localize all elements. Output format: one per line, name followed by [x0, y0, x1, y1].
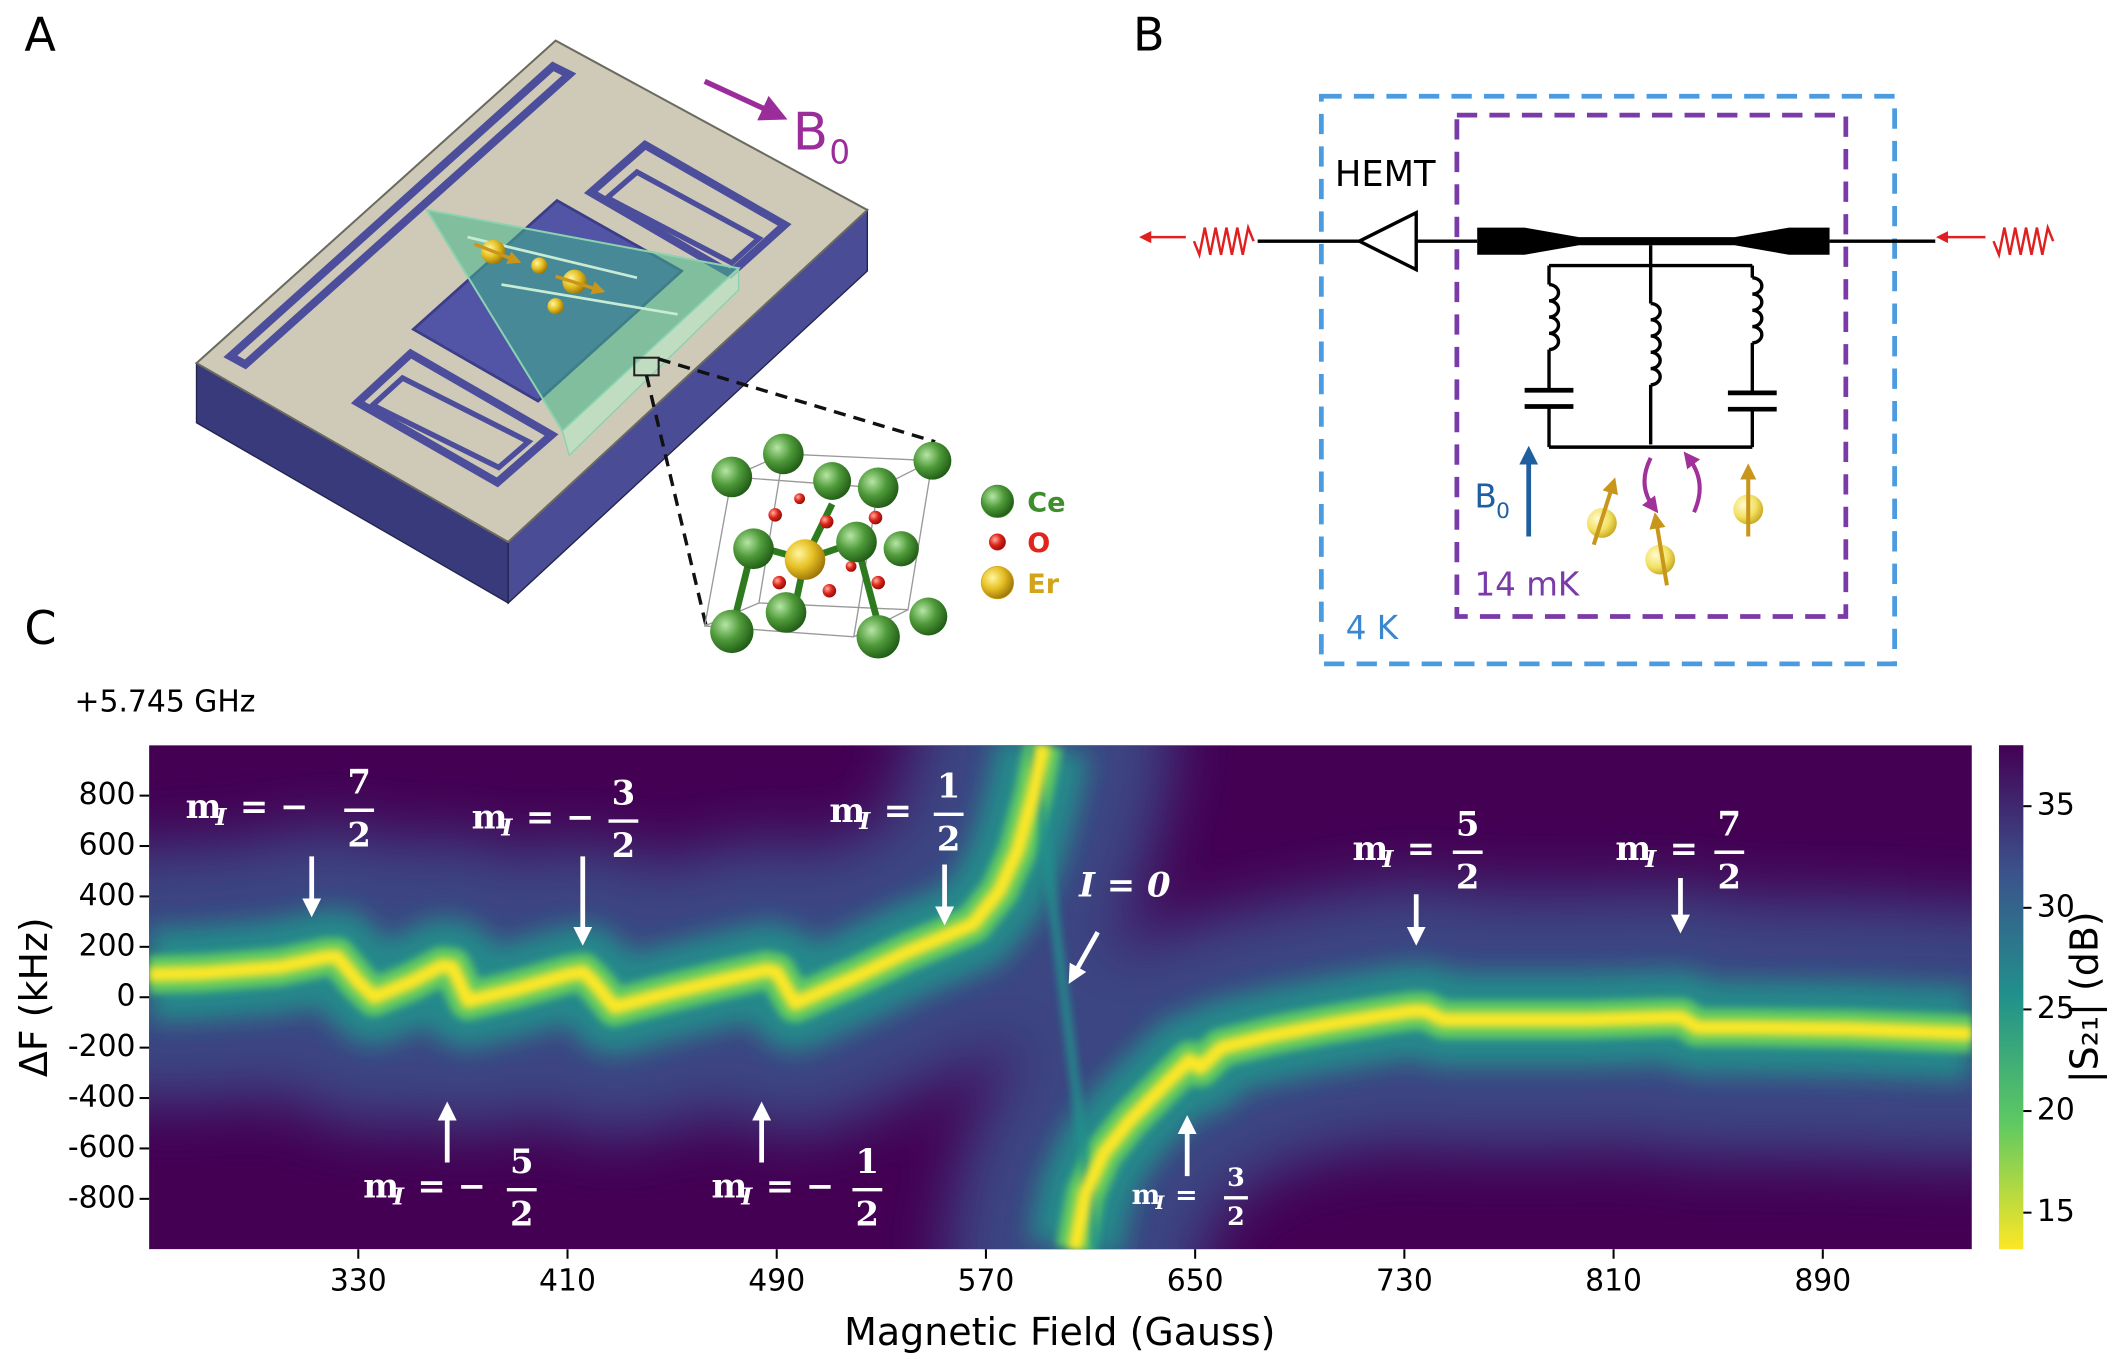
annotation-subscript: I — [1381, 845, 1394, 873]
annotation-numerator: 7 — [1717, 804, 1741, 844]
y-tick-label: -800 — [68, 1180, 136, 1215]
heatmap — [149, 745, 1972, 1250]
annotation-numerator: 1 — [856, 1141, 880, 1181]
annotation-numerator: 3 — [1227, 1162, 1245, 1192]
legend-swatch — [980, 566, 1015, 600]
x-tick-label: 330 — [330, 1263, 387, 1298]
annotation-subscript: I — [858, 807, 871, 835]
y-tick-label: 800 — [79, 777, 136, 812]
annotation-subscript: I — [1154, 1192, 1165, 1214]
annotation-relation: = − — [766, 1165, 835, 1205]
amplifier-label: HEMT — [1335, 154, 1436, 195]
annotation-symbol: m — [1353, 828, 1389, 868]
annotation-symbol: m — [1615, 828, 1651, 868]
x-tick-label: 570 — [957, 1263, 1014, 1298]
annotation-symbol: m — [363, 1165, 399, 1205]
branch-faint — [1028, 745, 1101, 1250]
annotation-denominator: 2 — [1456, 856, 1480, 896]
y-tick-label: -200 — [68, 1029, 136, 1064]
field-label-sub: 0 — [1496, 499, 1510, 524]
field-label: B — [793, 102, 828, 162]
legend-label: O — [1027, 528, 1050, 559]
annotation-symbol: m — [711, 1165, 747, 1205]
offset-label: +5.745 GHz — [75, 685, 256, 720]
resonance-line — [149, 745, 1972, 1250]
annotation-denominator: 2 — [937, 818, 961, 858]
annotation-denominator: 2 — [1717, 856, 1741, 896]
annotation-relation: = — [1407, 828, 1435, 868]
annotation-denominator: 2 — [510, 1194, 534, 1234]
crossing-label: I = 0 — [1078, 864, 1171, 904]
annotation-subscript: I — [392, 1182, 405, 1210]
y-tick-label: 200 — [79, 928, 136, 963]
annotation-subscript: I — [500, 814, 513, 842]
colorbar-tick-label: 20 — [2037, 1093, 2075, 1128]
colorbar-tick-label: 35 — [2037, 788, 2075, 823]
axes: 330 410 490 570 650 730 810 890-800-600-400-200… — [68, 745, 2075, 1298]
y-tick-label: -400 — [68, 1080, 136, 1115]
y-tick-label: 400 — [79, 878, 136, 913]
panel-label: B — [1133, 7, 1165, 61]
annotation-symbol: m — [1132, 1180, 1161, 1211]
annotation-denominator: 2 — [1227, 1201, 1245, 1231]
annotation-numerator: 3 — [612, 772, 636, 812]
annotation-denominator: 2 — [612, 825, 636, 865]
x-tick-label: 730 — [1376, 1263, 1433, 1298]
x-tick-label: 650 — [1167, 1263, 1224, 1298]
field-label-sub: 0 — [829, 133, 850, 171]
panel-label: C — [24, 601, 56, 655]
annotation-subscript: I — [740, 1182, 753, 1210]
colorbar-tick-label: 25 — [2037, 991, 2075, 1026]
annotation-denominator: 2 — [856, 1194, 880, 1234]
annotation-numerator: 7 — [347, 762, 371, 802]
annotation-denominator: 2 — [347, 814, 371, 854]
annotation-symbol: m — [186, 786, 222, 826]
annotation-numerator: 1 — [937, 766, 961, 806]
crossing-arrow — [1068, 931, 1100, 984]
annotation-relation: = − — [526, 797, 595, 837]
legend-swatch — [988, 533, 1006, 551]
circuit-diagram — [1139, 93, 2055, 667]
y-axis-label: ΔF (kHz) — [12, 917, 56, 1077]
field-label: B — [1474, 478, 1496, 516]
y-tick-label: 0 — [117, 979, 136, 1014]
annotation-relation: = — [1175, 1180, 1198, 1211]
outer-temperature: 4 K — [1346, 609, 1399, 647]
annotation-symbol: m — [829, 790, 865, 830]
annotation-relation: = — [1670, 828, 1698, 868]
annotation-numerator: 5 — [510, 1141, 534, 1181]
x-tick-label: 410 — [539, 1263, 596, 1298]
y-tick-label: 600 — [79, 828, 136, 863]
x-tick-label: 810 — [1585, 1263, 1642, 1298]
annotation-numerator: 5 — [1456, 804, 1480, 844]
colorbar — [1998, 745, 2024, 1250]
x-tick-label: 890 — [1794, 1263, 1851, 1298]
device-illustration — [194, 39, 936, 632]
annotation-relation: = − — [240, 786, 309, 826]
annotation-subscript: I — [214, 803, 227, 831]
annotation-relation: = − — [417, 1165, 486, 1205]
field-arrow — [703, 78, 788, 121]
legend-label: Ce — [1027, 488, 1065, 519]
panel-label: A — [24, 7, 56, 61]
crystal-legend: Ce O Er — [980, 484, 1066, 600]
colorbar-tick-label: 15 — [2037, 1194, 2075, 1229]
annotation-relation: = — [884, 790, 912, 830]
x-axis-label: Magnetic Field (Gauss) — [844, 1310, 1275, 1354]
annotation-subscript: I — [1644, 845, 1657, 873]
y-tick-label: -600 — [68, 1130, 136, 1165]
x-tick-label: 490 — [748, 1263, 805, 1298]
crystal-lattice — [703, 433, 952, 659]
legend-label: Er — [1027, 569, 1060, 600]
annotation-symbol: m — [472, 797, 508, 837]
inner-temperature: 14 mK — [1474, 566, 1579, 604]
colorbar-tick-label: 30 — [2037, 889, 2075, 924]
colorbar-label: |S₂₁| (dB) — [2063, 911, 2108, 1083]
legend-swatch — [980, 484, 1015, 518]
